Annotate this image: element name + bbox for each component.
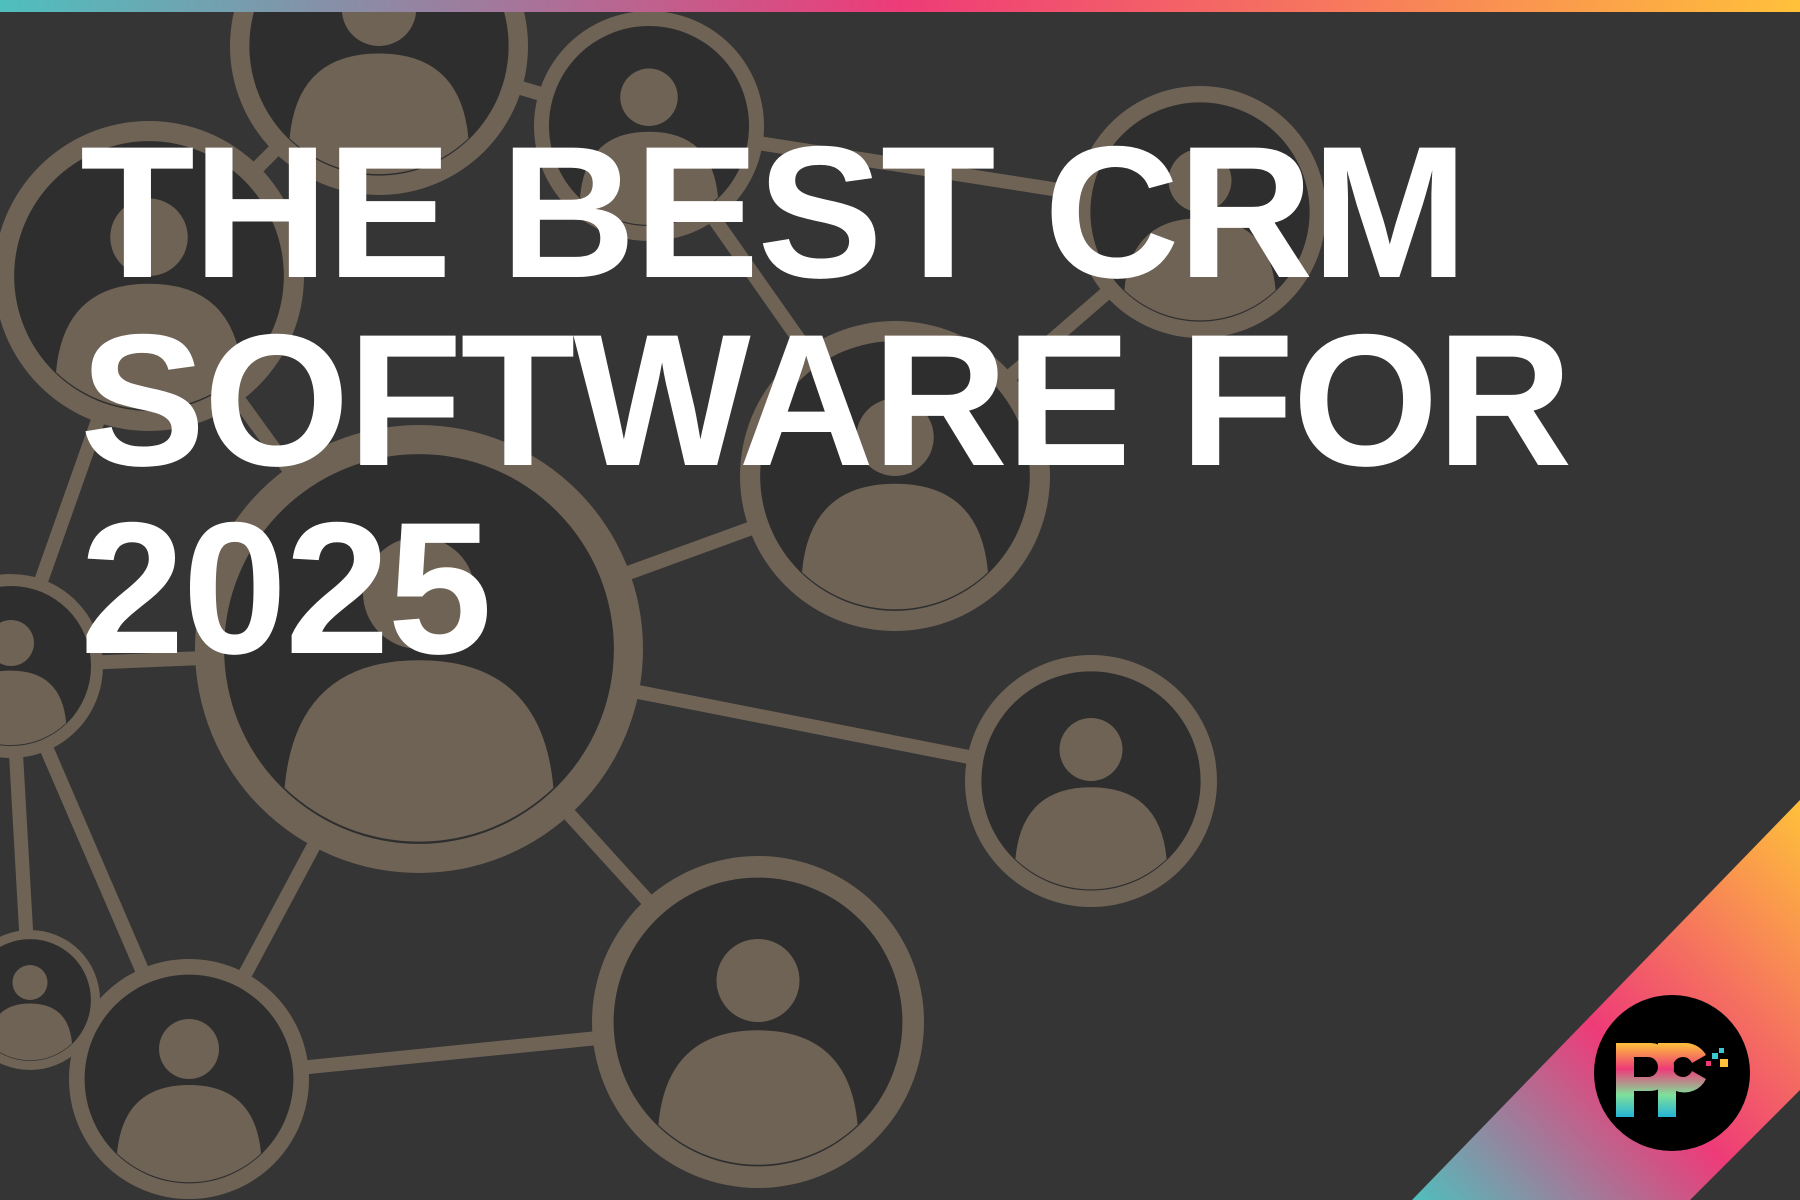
title-line-1: THE BEST CRM [80,107,1468,317]
person-body-icon [56,283,242,410]
person-body-icon [580,131,718,225]
person-body-icon [1124,218,1276,321]
person-body-icon [658,1030,858,1165]
person-head-icon [110,198,188,276]
top-gradient-bar [0,0,1800,12]
person-head-icon [12,965,48,1000]
person-body-icon [802,483,988,610]
person-head-icon [363,537,475,649]
person-head-icon [1059,718,1123,781]
brand-logo [1594,995,1750,1151]
person-head-icon [856,398,934,476]
title-line-2: SOFTWARE FOR [80,295,1572,505]
page-title: THE BEST CRM SOFTWARE FOR 2025 [80,118,1730,682]
person-head-icon [620,68,678,126]
person-head-icon [1168,149,1232,212]
person-head-icon [159,1019,219,1079]
pp-logo-icon [1616,1043,1728,1117]
person-body-icon [0,1003,72,1061]
person-body-icon [0,670,67,746]
person-head-icon [0,620,34,666]
person-body-icon [117,1085,261,1183]
person-head-icon [716,939,800,1022]
person-body-icon [1015,787,1167,890]
person-body-icon [284,660,554,842]
person-body-icon [289,53,469,175]
title-line-3: 2025 [80,483,492,693]
